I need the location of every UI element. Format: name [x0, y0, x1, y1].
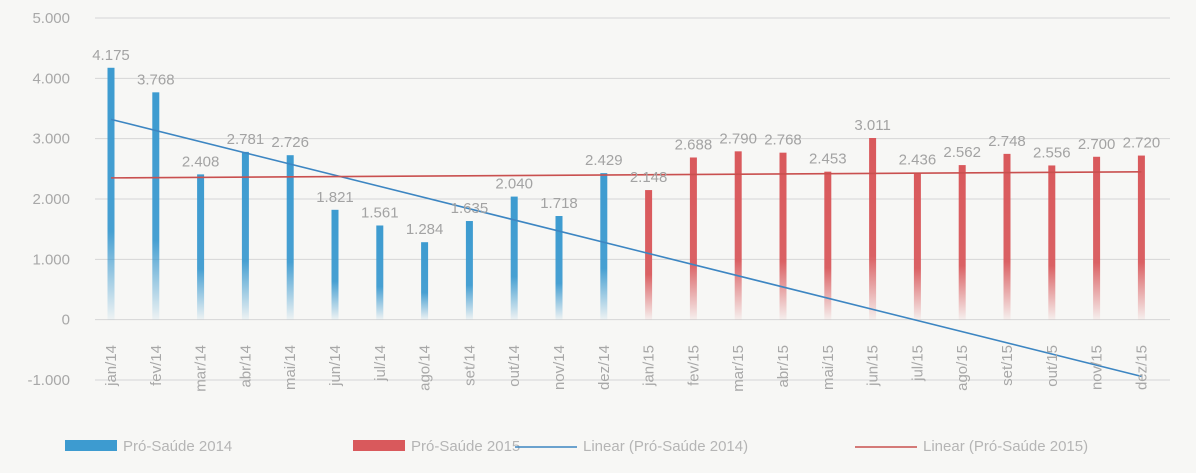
data-label: 2.436 [899, 152, 937, 169]
x-axis: jan/14 fev/14 mar/14 abr/14 mai/14 jun/14 jul/… [103, 345, 1150, 392]
x-tick-label: jun/15 [865, 345, 882, 387]
bar [286, 155, 294, 320]
x-tick-label: jul/14 [372, 345, 389, 382]
data-label: 2.700 [1078, 136, 1116, 153]
x-tick-label: fev/15 [685, 345, 702, 386]
bar [331, 209, 339, 320]
trendline [110, 171, 1142, 179]
bar [824, 171, 832, 320]
data-label: 2.790 [719, 130, 757, 147]
data-label: 2.781 [227, 131, 265, 148]
legend-label: Linear (Pró-Saúde 2014) [583, 438, 748, 455]
bar [869, 138, 877, 320]
data-label: 2.040 [495, 176, 533, 193]
legend-label: Pró-Saúde 2014 [123, 438, 232, 455]
bar [958, 165, 966, 320]
y-tick-label: -1.000 [27, 372, 70, 389]
legend-label: Pró-Saúde 2015 [411, 438, 520, 455]
trendline [110, 118, 1142, 378]
data-labels: 4.175 3.768 2.408 2.781 2.726 1.821 1.561 1.284… [92, 47, 1160, 238]
x-tick-label: dez/15 [1133, 345, 1150, 390]
y-tick-label: 1.000 [32, 251, 70, 268]
legend-swatch [65, 440, 117, 451]
x-tick-label: nov/14 [551, 345, 568, 390]
legend: Pró-Saúde 2014 Pró-Saúde 2015 Linear (Pró-… [65, 438, 1088, 455]
bar [779, 152, 787, 320]
data-label: 2.768 [764, 132, 802, 149]
x-tick-label: jul/15 [909, 345, 926, 382]
data-label: 1.635 [451, 200, 489, 217]
x-tick-label: set/14 [461, 345, 478, 386]
trendlines [110, 118, 1142, 378]
y-axis: -1.000 0 1.000 2.000 3.000 4.000 5.000 [27, 10, 70, 389]
x-tick-label: jun/14 [327, 345, 344, 387]
data-label: 1.718 [540, 195, 578, 212]
data-label: 1.284 [406, 221, 444, 238]
data-label: 3.768 [137, 71, 175, 88]
x-tick-label: jan/14 [103, 345, 120, 387]
data-label: 2.148 [630, 169, 668, 186]
bar [1093, 156, 1101, 320]
bar [421, 242, 429, 320]
x-tick-label: out/15 [1044, 345, 1061, 387]
data-label: 1.561 [361, 204, 399, 221]
data-label: 4.175 [92, 47, 130, 64]
bar [1003, 153, 1011, 320]
x-tick-label: set/15 [999, 345, 1016, 386]
data-label: 2.748 [988, 133, 1026, 150]
gridlines [95, 17, 1170, 381]
bar [241, 151, 249, 320]
x-tick-label: abr/15 [775, 345, 792, 388]
x-tick-label: ago/14 [417, 345, 434, 391]
bar [689, 157, 697, 320]
bars [107, 67, 1145, 320]
y-tick-label: 5.000 [32, 10, 70, 27]
x-tick-label: ago/15 [954, 345, 971, 391]
data-label: 2.429 [585, 152, 623, 169]
bar [510, 196, 518, 320]
y-tick-label: 2.000 [32, 191, 70, 208]
x-tick-label: abr/14 [237, 345, 254, 388]
legend-label: Linear (Pró-Saúde 2015) [923, 438, 1088, 455]
bar [1137, 155, 1145, 320]
bar [107, 67, 115, 320]
y-tick-label: 4.000 [32, 70, 70, 87]
bar [734, 151, 742, 320]
legend-swatch [353, 440, 405, 451]
x-tick-label: jan/15 [641, 345, 658, 387]
x-tick-label: dez/14 [596, 345, 613, 390]
x-tick-label: nov/15 [1089, 345, 1106, 390]
x-tick-label: fev/14 [148, 345, 165, 386]
data-label: 2.408 [182, 153, 220, 170]
y-tick-label: 0 [62, 312, 70, 329]
x-tick-label: mar/14 [193, 345, 210, 392]
bar [555, 216, 563, 320]
data-label: 2.720 [1123, 135, 1161, 152]
data-label: 3.011 [854, 117, 890, 134]
x-tick-label: mai/14 [282, 345, 299, 390]
bar [465, 221, 473, 320]
bar [152, 92, 160, 320]
x-tick-label: mar/15 [730, 345, 747, 392]
data-label: 1.821 [316, 189, 354, 206]
data-label: 2.556 [1033, 144, 1071, 161]
bar [197, 174, 205, 320]
data-label: 2.688 [675, 136, 713, 153]
data-label: 2.562 [943, 144, 981, 161]
data-label: 2.726 [271, 134, 309, 151]
y-tick-label: 3.000 [32, 131, 70, 148]
data-label: 2.453 [809, 151, 847, 168]
x-tick-label: mai/15 [820, 345, 837, 390]
bar [1048, 165, 1056, 320]
bar [913, 172, 921, 320]
x-tick-label: out/14 [506, 345, 523, 387]
bar [376, 225, 384, 320]
bar [645, 190, 653, 320]
bar [600, 173, 608, 320]
